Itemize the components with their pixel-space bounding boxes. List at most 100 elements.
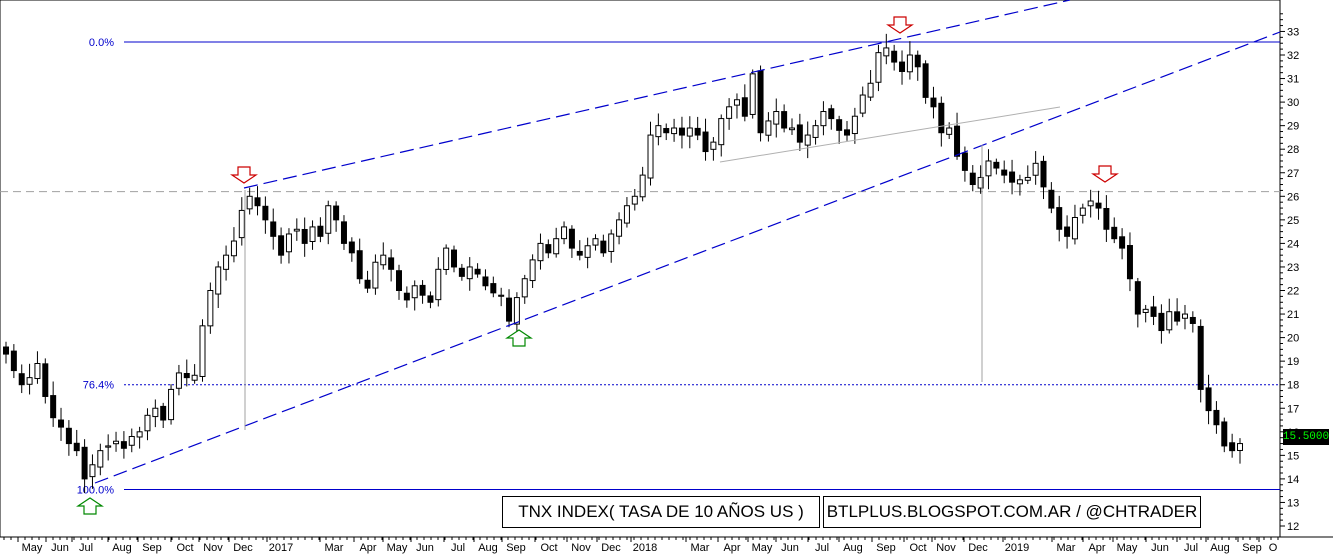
candle-body (223, 254, 230, 270)
candle-body (851, 115, 858, 135)
candle-body (380, 254, 387, 266)
y-tick-label: 31 (1287, 74, 1299, 86)
candle-body (1134, 281, 1141, 315)
candle-body (906, 54, 913, 73)
candle-body (81, 446, 88, 480)
candle-body (1181, 313, 1188, 319)
candle-body (757, 70, 764, 134)
candle-body (584, 245, 591, 258)
x-tick-label: Apr (723, 542, 740, 554)
candle-body (561, 226, 568, 240)
candle-body (1150, 306, 1157, 317)
y-tick-label: 26 (1287, 191, 1299, 203)
x-tick-label: O (1269, 542, 1278, 554)
last-price-tag: 15.5000 (1282, 429, 1330, 445)
candle-body (34, 363, 41, 380)
up-arrow-2017 (505, 329, 533, 347)
candle-body (309, 226, 316, 243)
candle-body (113, 440, 120, 445)
candle-body (152, 407, 159, 418)
candle-body (796, 124, 803, 143)
x-tick-label: Oct (540, 542, 557, 554)
candle-body (946, 127, 953, 135)
down-arrow-2016 (230, 166, 258, 184)
candle-body (364, 279, 371, 289)
fib-level-label: 0.0% (89, 37, 114, 49)
candle-body (914, 54, 921, 68)
y-tick-label: 30 (1287, 97, 1299, 109)
candle-body (348, 241, 355, 254)
candle-body (262, 205, 269, 221)
candle-body (1126, 245, 1133, 280)
candle-body (1221, 421, 1228, 447)
candle-body (136, 431, 143, 438)
candle-body (183, 372, 190, 379)
x-tick-label: Aug (478, 542, 498, 554)
candle-body (521, 278, 528, 298)
candle-body (427, 295, 434, 303)
x-tick-label: Jun (781, 542, 799, 554)
candle-body (1009, 171, 1016, 183)
x-tick-label: Jun (1151, 542, 1169, 554)
y-tick-label: 20 (1287, 333, 1299, 345)
candle-body (1087, 200, 1094, 207)
candle-body (788, 127, 795, 131)
y-tick-label: 33 (1287, 26, 1299, 38)
candle-body (1213, 409, 1220, 426)
candle-body (1119, 236, 1126, 249)
x-tick-label: May (1117, 542, 1138, 554)
x-tick-label: Aug (1210, 542, 1230, 554)
candle-body (97, 450, 104, 468)
candle-body (773, 111, 780, 125)
candle-body (592, 238, 599, 246)
candle-body (804, 134, 811, 146)
y-tick-label: 21 (1287, 309, 1299, 321)
candle-body (922, 63, 929, 98)
candle-body (1040, 160, 1047, 188)
candle-body (18, 373, 25, 386)
candle-body (1197, 325, 1204, 390)
candle-body (26, 377, 33, 385)
candle-body (568, 228, 575, 249)
candle-body (600, 240, 607, 254)
candle-body (1024, 176, 1031, 181)
candle-body (105, 445, 112, 448)
candle-body (1001, 169, 1008, 176)
candle-body (1016, 179, 1023, 185)
candle-body (458, 267, 465, 277)
candle-body (733, 99, 740, 106)
candle-body (3, 346, 9, 355)
candle-body (175, 372, 182, 389)
x-tick-label: Jun (416, 542, 434, 554)
candle-body (466, 266, 473, 280)
candle-body (985, 160, 992, 177)
candle-body (120, 441, 127, 449)
x-tick-label: Jul (451, 542, 465, 554)
candle-body (333, 205, 340, 221)
x-tick-label: Oct (909, 542, 926, 554)
candle-body (435, 268, 442, 301)
x-tick-label: Jul (1184, 542, 1198, 554)
x-tick-label: Sep (1242, 542, 1262, 554)
x-tick-label: Oct (176, 542, 193, 554)
x-tick-label: Nov (936, 542, 956, 554)
x-tick-label: Aug (843, 542, 863, 554)
x-tick-label: Jun (51, 542, 69, 554)
y-tick-label: 29 (1287, 121, 1299, 133)
candle-body (969, 172, 976, 186)
x-tick-label: Mar (691, 542, 710, 554)
x-tick-label: May (752, 542, 773, 554)
candle-body (498, 294, 505, 297)
candle-body (474, 268, 481, 275)
candle-body (631, 195, 638, 205)
x-tick-label: 2017 (269, 542, 293, 554)
y-tick-label: 23 (1287, 262, 1299, 274)
x-tick-label: May (22, 542, 43, 554)
candle-body (718, 118, 725, 146)
candle-body (820, 111, 827, 127)
y-tick-label: 17 (1287, 403, 1299, 415)
candle-body (694, 127, 701, 136)
candle-body (655, 125, 662, 138)
x-tick-label: Dec (968, 542, 988, 554)
